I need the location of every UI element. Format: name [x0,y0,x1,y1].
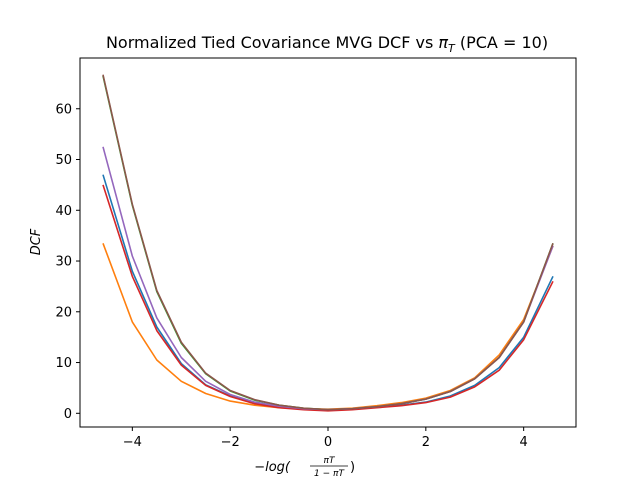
x-tick-label: −2 [221,435,240,450]
y-tick-label: 60 [55,102,72,117]
series-line-4 [102,184,554,412]
x-tick-label: 4 [520,435,528,450]
chart-title: Normalized Tied Covariance MVG DCF vs πT… [106,33,548,55]
x-axis-label-numerator: πT [324,456,336,466]
y-axis-ticks: 0 10 20 30 40 50 60 [55,102,80,422]
x-axis-label-denominator: 1 − πT [314,469,345,479]
x-axis-label-suffix: ) [350,460,355,475]
series-layer [102,74,554,412]
y-tick-label: 20 [55,305,72,320]
x-axis-ticks: −4 −2 0 2 4 [123,427,528,450]
plot-area [79,57,577,428]
x-axis-label-prefix: −log( [254,460,291,475]
x-tick-label: 0 [324,435,332,450]
y-tick-label: 30 [55,255,72,270]
y-tick-label: 40 [55,204,72,219]
x-axis-label: −log( πT 1 − πT ) [254,456,355,479]
y-axis-label: DCF [29,228,44,255]
series-line-6 [102,74,554,411]
x-tick-label: −4 [123,435,142,450]
x-tick-label: 2 [422,435,430,450]
y-tick-label: 0 [64,407,72,422]
y-tick-label: 10 [55,356,72,371]
y-tick-label: 50 [55,153,72,168]
